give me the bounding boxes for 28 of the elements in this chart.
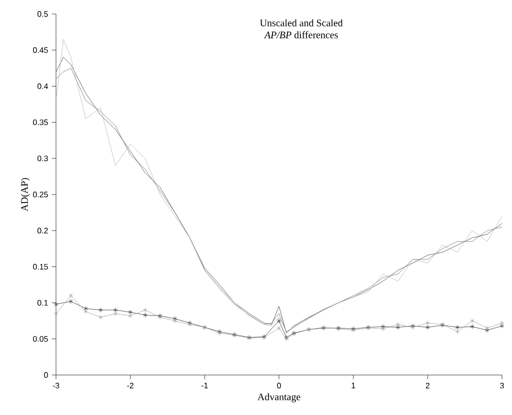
chart-title: Unscaled and Scaled xyxy=(260,19,343,26)
point xyxy=(128,313,132,318)
point xyxy=(98,314,103,320)
point xyxy=(68,293,73,298)
point xyxy=(143,312,148,318)
point xyxy=(84,306,88,311)
point xyxy=(485,328,490,333)
point xyxy=(455,324,460,330)
point xyxy=(128,310,132,315)
y-axis-title: AD(AP) xyxy=(20,178,30,212)
point xyxy=(98,308,103,312)
point xyxy=(276,318,282,324)
x-axis-title: Advantage xyxy=(258,393,300,402)
point xyxy=(68,298,73,304)
point xyxy=(143,308,148,312)
point xyxy=(470,324,474,330)
point xyxy=(470,318,474,324)
point xyxy=(426,324,430,330)
point xyxy=(396,322,400,327)
point xyxy=(113,308,118,312)
point xyxy=(485,326,490,330)
point xyxy=(426,320,430,326)
point xyxy=(276,326,282,330)
point xyxy=(84,309,88,314)
point xyxy=(455,329,460,334)
point xyxy=(396,324,400,330)
text: AP/BP differences xyxy=(264,31,338,38)
point xyxy=(113,311,118,316)
